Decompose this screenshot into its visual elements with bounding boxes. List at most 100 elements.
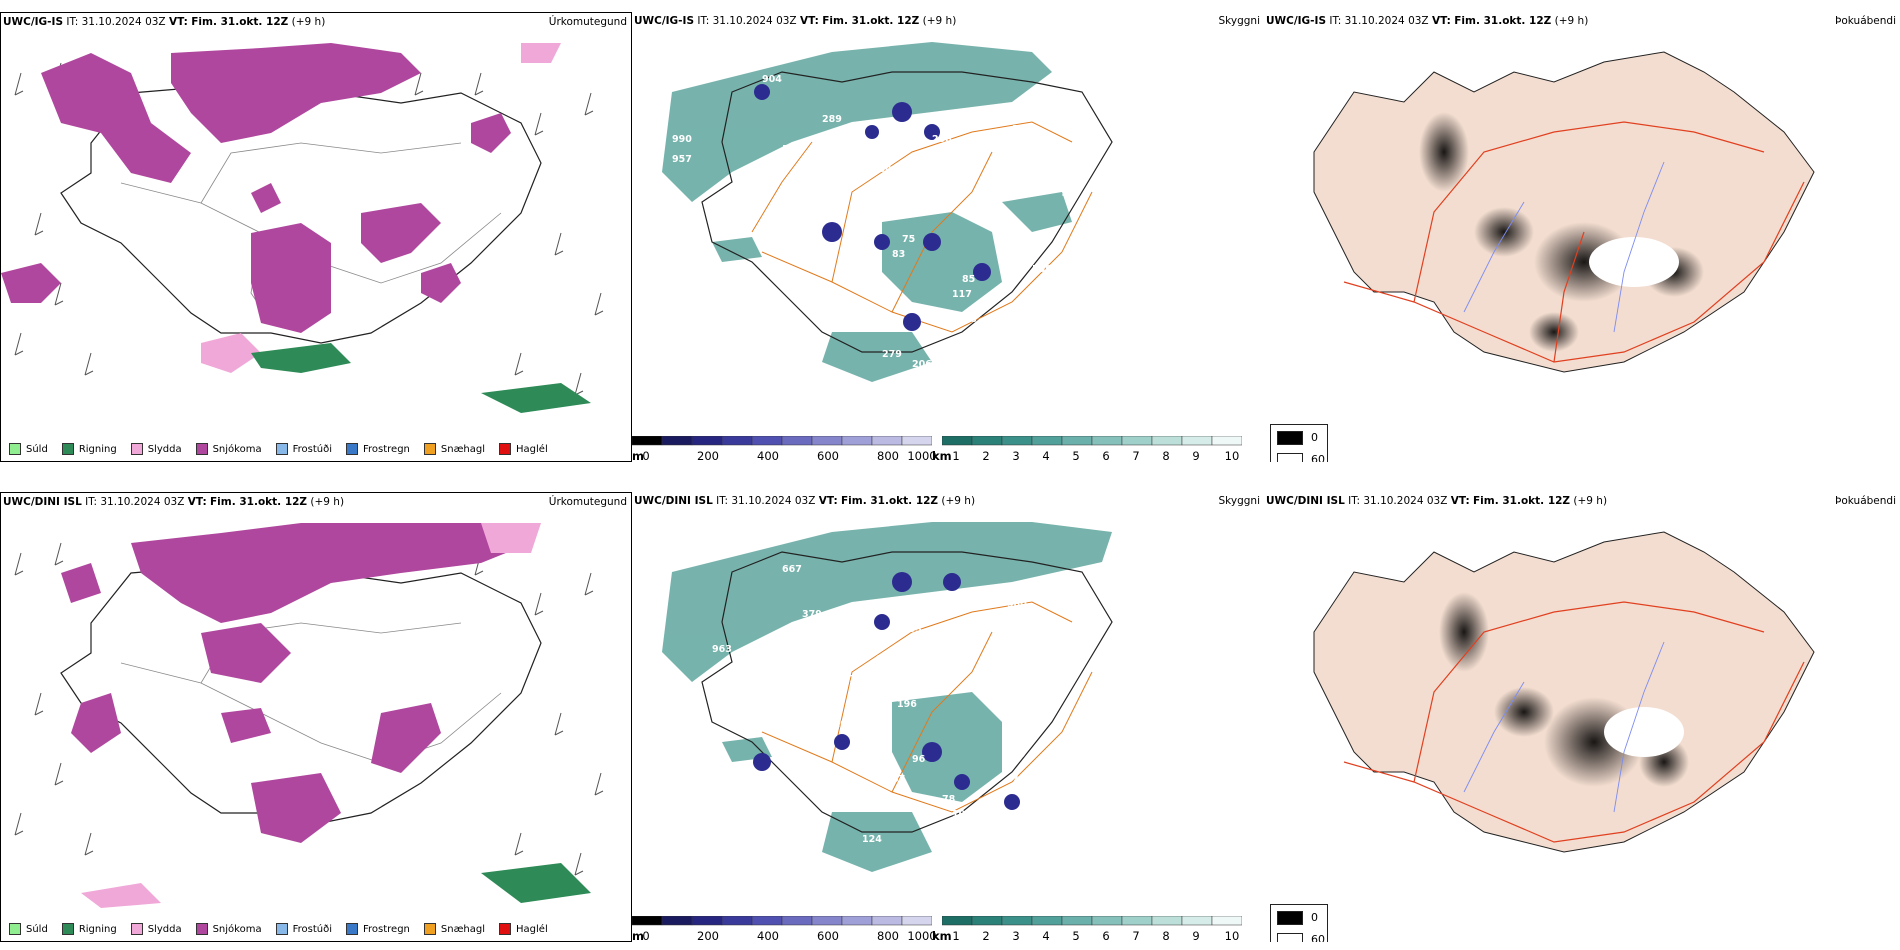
visibility-panel-row1: UWC/IG-IS IT: 31.10.2024 03Z VT: Fim. 31… [632, 12, 1264, 462]
colorbar-segment [971, 436, 1003, 446]
legend-item-hail: Haglél [499, 923, 548, 935]
roads [1343, 121, 1805, 363]
colorbar-segment [1121, 916, 1153, 926]
rain-area [251, 343, 351, 373]
colorbar-segment [1061, 916, 1093, 926]
vis-fields [662, 42, 1072, 382]
legend-item-freezing-rain: Frostregn [346, 443, 410, 455]
fog-index-map [1313, 51, 1815, 373]
panel-title: Þokuábendi [1835, 495, 1896, 507]
height-label: 477 [932, 409, 952, 420]
colorbar-segment [1061, 436, 1093, 446]
height-label: 963 [712, 644, 732, 655]
height-label: 237 [922, 379, 942, 390]
height-label: 377 [842, 674, 862, 685]
height-label: 990 [672, 134, 692, 145]
height-label: 234 [872, 164, 892, 175]
panel-title: Skyggni [1218, 15, 1261, 27]
colorbar-segment [661, 916, 693, 926]
sleet-area-2 [521, 43, 561, 63]
height-label: 297 [827, 684, 847, 695]
fog-index-panel-row1: UWC/IG-IS IT: 31.10.2024 03Z VT: Fim. 31… [1264, 12, 1900, 462]
height-label: 254 [887, 129, 907, 140]
height-colorbar: m 0 200 400 600 800 1000 [632, 916, 937, 942]
height-label: 39 [1032, 844, 1045, 855]
colorbar-segment [901, 916, 932, 926]
height-label: 422 [962, 824, 982, 835]
height-label: 85 [962, 274, 975, 285]
height-label: 196 [897, 699, 917, 710]
height-label: 73 [1012, 749, 1025, 760]
precip-legend: Súld Rigning Slydda Snjókoma Frostúði Fr… [1, 435, 554, 461]
height-label: 400 [832, 644, 852, 655]
vis-fields [662, 522, 1112, 872]
height-label: 556 [1032, 264, 1052, 275]
height-label: 124 [862, 834, 882, 845]
colorbar-segment [632, 436, 663, 446]
precip-type-panel-row2: UWC/DINI ISL IT: 31.10.2024 03Z VT: Fim.… [0, 492, 632, 942]
legend-item-freezing-drizzle: Frostúði [275, 923, 332, 935]
fog-shading [1439, 592, 1689, 787]
legend-item-freezing-drizzle: Frostúði [275, 443, 332, 455]
roads [1343, 601, 1805, 843]
fog-legend: 0 60 [1270, 424, 1328, 462]
legend-item-snow: Snjókoma [195, 923, 262, 935]
rivers [1463, 161, 1665, 333]
height-label: 118 [922, 394, 942, 405]
height-label: 46 [1062, 189, 1076, 200]
panel-title: Úrkomutegund [548, 496, 627, 508]
colorbar-segment [1181, 436, 1213, 446]
low-cloud-cells [753, 572, 1020, 810]
precip-map [1, 43, 604, 413]
colorbar-segment [1151, 916, 1183, 926]
colorbar-segment [1151, 436, 1183, 446]
legend-item-drizzle: Súld [9, 443, 48, 455]
colorbar-segment [1211, 436, 1242, 446]
height-unit: m [632, 449, 644, 462]
height-label: 333 [902, 624, 922, 635]
roads [751, 121, 1093, 333]
legend-item-snow-pellets: Snæhagl [423, 923, 485, 935]
panel-title: Úrkomutegund [548, 16, 627, 28]
legend-item-rain: Rigning [61, 923, 117, 935]
precip-type-panel-row1: UWC/IG-IS IT: 31.10.2024 03Z VT: Fim. 31… [0, 12, 632, 462]
colorbar-segment [751, 436, 783, 446]
fog-legend-swatch-0 [1277, 431, 1303, 445]
height-colorbar: m 0 200 400 600 800 1000 [632, 436, 937, 462]
panel-header: UWC/IG-IS IT: 31.10.2024 03Z VT: Fim. 31… [3, 16, 326, 28]
colorbar-segment [721, 436, 753, 446]
height-label: 620 [872, 684, 892, 695]
height-label: 67 [892, 774, 905, 785]
visibility-colorbar-swatches [942, 916, 1242, 926]
height-label: 439 [872, 664, 892, 675]
height-label: 103 [952, 809, 972, 820]
legend-item-rain: Rigning [61, 443, 117, 455]
visibility-unit: km [932, 929, 952, 942]
rain-area [481, 863, 591, 903]
panel-header: UWC/IG-IS IT: 31.10.2024 03Z VT: Fim. 31… [1266, 15, 1589, 27]
height-label: 93 [872, 889, 885, 900]
height-label: 966 [992, 594, 1012, 605]
height-label: 358 [922, 174, 942, 185]
roads [761, 601, 1093, 813]
visibility-colorbar: km 1 2 3 4 5 6 7 8 9 10 [932, 916, 1242, 942]
colorbar-segment [942, 436, 973, 446]
fog-index-map [1313, 531, 1815, 853]
wind-barbs [14, 542, 604, 876]
height-label: 208 [932, 134, 952, 145]
height-unit: m [632, 929, 644, 942]
colorbar-segment [781, 436, 813, 446]
height-label: 218 [932, 604, 952, 615]
colorbar-segment [841, 436, 873, 446]
height-label: 718 [877, 654, 897, 665]
panel-header: UWC/DINI ISL IT: 31.10.2024 03Z VT: Fim.… [3, 496, 345, 508]
colorbar-segment [1091, 436, 1123, 446]
colorbar-segment [1031, 436, 1063, 446]
colorbar-segment [811, 916, 843, 926]
legend-item-sleet: Slydda [130, 923, 182, 935]
rivers [1463, 641, 1665, 813]
legend-item-hail: Haglél [499, 443, 548, 455]
fog-legend-label-60: 60 [1311, 933, 1325, 942]
height-label: 289 [822, 114, 842, 125]
height-label: 83 [892, 249, 905, 260]
